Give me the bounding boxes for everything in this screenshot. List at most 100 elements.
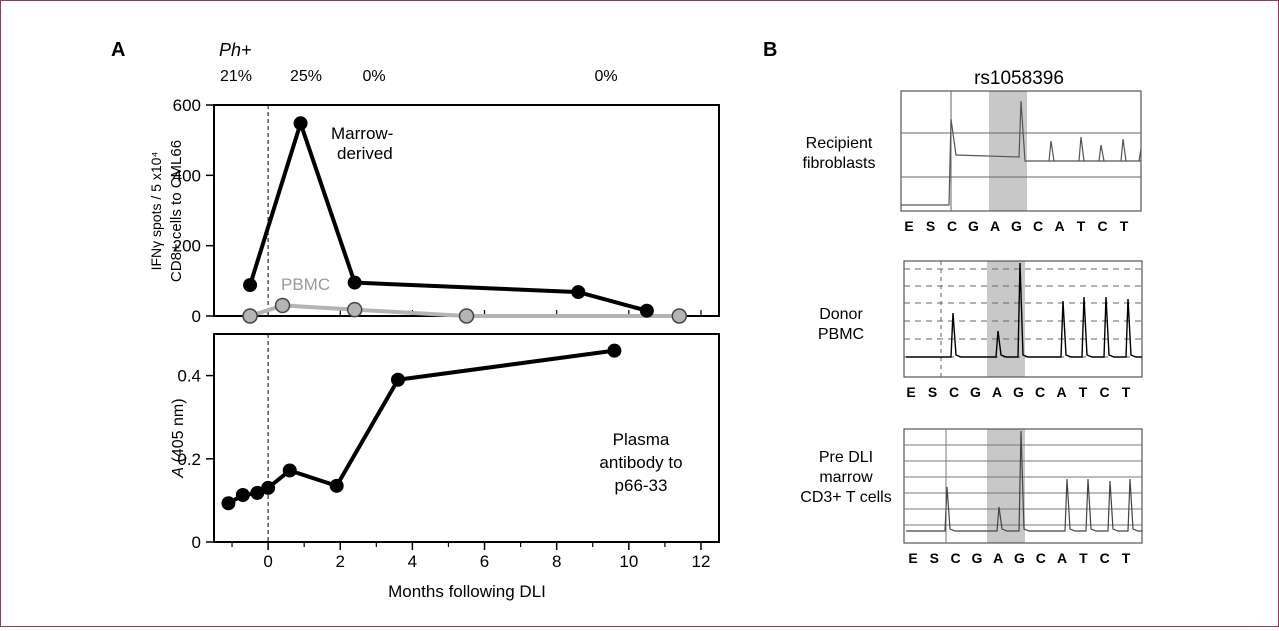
pbmc-point [671,308,688,324]
seq-base-letter: C [1033,218,1043,234]
bottom-y-ticks: 0 0.2 0.4 [177,367,214,552]
bottom-xtick-label: 0 [263,552,272,571]
bottom-ytick-label: 0.2 [177,450,201,469]
bottom-x-ticks: 0 2 4 6 8 10 12 [231,542,711,571]
seq-base-letter: G [970,384,981,400]
top-series-group [242,116,688,324]
seq-base-letter: T [1120,218,1129,234]
seq-trace-1 [901,100,1142,206]
bottom-ytick-label: 0.4 [177,367,201,386]
pbmc-point [346,301,363,318]
antibody-chart: 0 0.2 0.4 0 2 4 6 8 10 12 Plasma antibody to p66… [170,333,720,601]
plasma-point [250,485,265,500]
top-ytick-label: 600 [173,96,201,115]
seq-base-letter: S [928,384,937,400]
x-axis-label: Months following DLI [388,582,546,601]
seq-base-letter: A [992,384,1002,400]
bottom-xtick-label: 4 [408,552,417,571]
pbmc-point [458,308,475,324]
ph-value-2: 25% [290,68,322,85]
marrow-point [293,116,308,131]
marrow-point [347,275,362,290]
ph-value-3: 0% [362,68,385,85]
seq-base-letter: G [971,550,982,566]
seq-base-letter: A [990,218,1000,234]
seq-base-letter: A [1057,550,1067,566]
seq-base-letter: C [1099,384,1109,400]
seq-trace-2 [906,262,1142,358]
seq-base-letter: S [930,550,939,566]
plasma-point [607,343,622,358]
plasma-point [329,478,344,493]
seq-base-letter: T [1079,384,1088,400]
bottom-series-group [221,343,622,511]
seq-trace-3 [906,430,1142,532]
seq-label-predli-2: marrow [819,469,873,486]
seq-frame-2 [903,260,1143,378]
pbmc-label: PBMC [281,275,330,294]
marrow-point [571,285,586,300]
pbmc-point [242,308,258,324]
plasma-label-line1: Plasma [613,430,670,449]
seq-label-predli-1: Pre DLI [819,449,873,466]
marrow-point [243,278,258,293]
seq-base-letter: C [947,218,957,234]
seq-label-predli-3: CD3+ T cells [800,489,891,506]
bottom-xtick-label: 12 [692,552,711,571]
seq-base-letter: C [1036,550,1046,566]
top-ytick-label: 400 [173,166,201,185]
ph-value-4: 0% [594,68,617,85]
top-ylabel-line2: CD8+ cells to CML66 [168,140,185,282]
plasma-label-line2: antibody to [599,453,682,472]
seq-base-letter: G [1011,218,1022,234]
seq-frame-3 [903,428,1143,544]
bottom-ylabel-italic: A [170,467,187,479]
bottom-xtick-label: 2 [336,552,345,571]
ph-value-1: 21% [220,68,252,85]
top-ytick-label: 0 [192,307,201,326]
seq-base-letter: T [1122,384,1131,400]
seq-base-letter: A [1056,384,1066,400]
seq-base-letter: G [1014,550,1025,566]
bottom-ylabel: A (405 nm) [170,398,187,478]
seq-base-letter: A [993,550,1003,566]
bottom-xtick-label: 8 [552,552,561,571]
seq-base-letter: C [1100,550,1110,566]
panel-b-label: B [763,39,777,61]
seq-base-letter: T [1079,550,1088,566]
plasma-point [221,496,236,511]
seq-base-letter: C [1097,218,1107,234]
ph-label: Ph+ [219,40,252,60]
seq-base-letter: E [906,384,915,400]
seq-label-recipient-2: fibroblasts [803,155,876,172]
plasma-point [235,487,250,502]
seq-base-letter: C [1035,384,1045,400]
ifn-spots-chart: 0 200 400 600 Marrow- derived PBMC IFNγ spo… [148,96,720,326]
bottom-xtick-label: 10 [619,552,638,571]
marrow-label-line2: derived [337,144,393,163]
bottom-plot-frame [213,333,720,543]
bottom-xtick-label: 6 [480,552,489,571]
top-ylabel-line1: IFNγ spots / 5 x10⁴ [148,152,164,271]
seq-base-letter: E [904,218,913,234]
seq-base-letter: C [949,384,959,400]
plasma-point [261,480,276,495]
seq-base-letter: G [968,218,979,234]
seq-base-letter: S [926,218,935,234]
plasma-line [227,348,615,506]
seq-label-donor-2: PBMC [818,326,864,343]
pbmc-point [274,297,291,314]
bottom-ylabel-rest: (405 nm) [170,398,187,466]
plasma-label-line3: p66-33 [615,476,668,495]
seq-title: rs1058396 [974,68,1064,89]
seq-base-letter: T [1077,218,1086,234]
seq-base-letter: C [951,550,961,566]
top-ytick-label: 200 [173,237,201,256]
top-y-ticks: 0 200 400 600 [173,96,214,326]
marrow-point [639,303,654,318]
